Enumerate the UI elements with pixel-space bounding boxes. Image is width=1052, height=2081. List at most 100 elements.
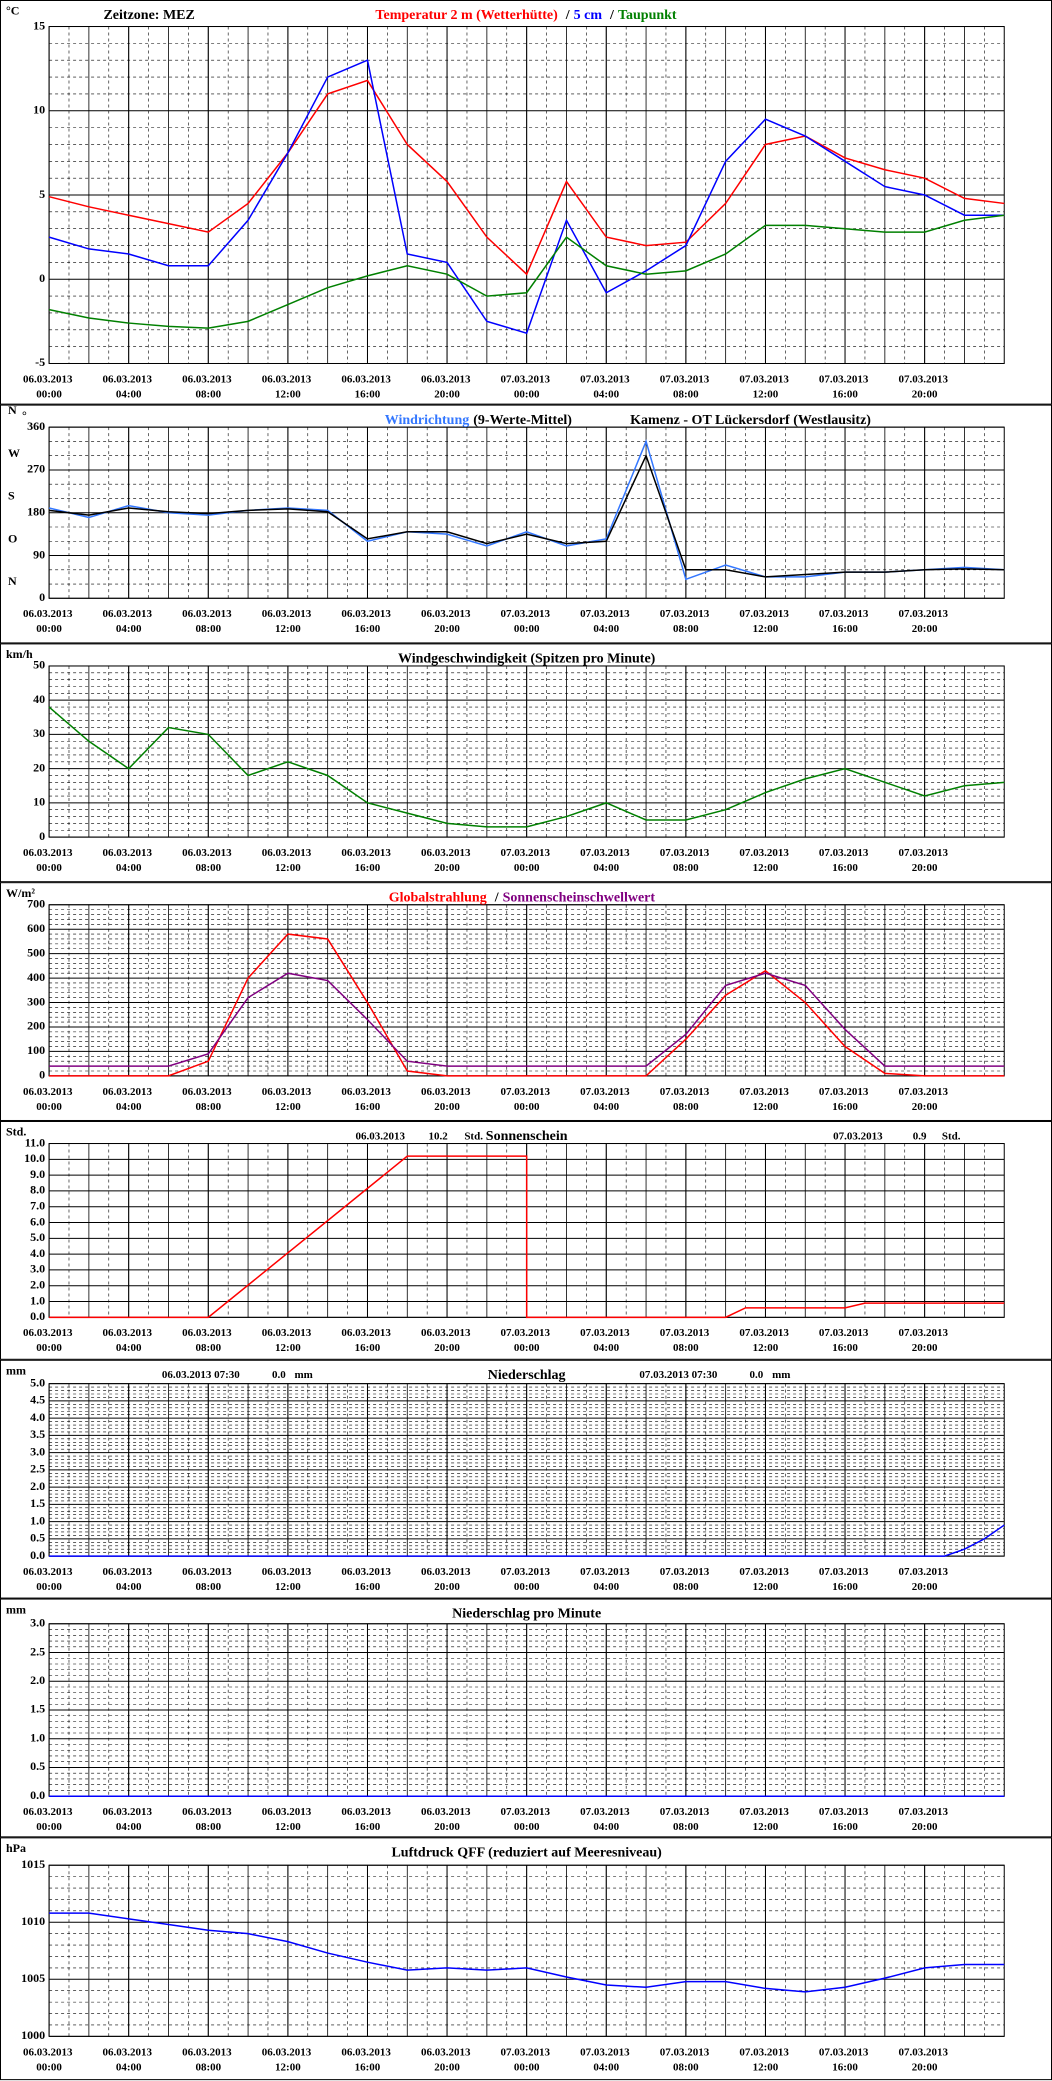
- x-tick-label: 07.03.2013 04:00: [580, 1327, 632, 1354]
- y-tick-label: 500: [27, 945, 45, 959]
- data-line: [49, 972, 1005, 1067]
- y-tick-label: 1.5: [30, 1702, 45, 1716]
- legend-entry: Windrichtung: [385, 413, 470, 428]
- chart-title: Sonnenschein: [486, 1129, 568, 1144]
- x-tick-label: 06.03.2013 12:00: [262, 2046, 314, 2073]
- y-tick-label: 1000: [21, 2028, 45, 2042]
- x-tick-label: 06.03.2013 08:00: [182, 1566, 234, 1593]
- x-tick-label: 06.03.2013 20:00: [421, 608, 473, 635]
- summary-text: 0.0: [272, 1369, 286, 1381]
- y-tick-label: 10.0: [24, 1151, 45, 1165]
- unit-label: Std.: [6, 1125, 26, 1139]
- x-tick-label: 06.03.2013 20:00: [421, 1327, 473, 1354]
- summary-text: mm: [772, 1369, 790, 1381]
- chart-title: Luftdruck QFF (reduziert auf Meeresnivea…: [391, 1845, 662, 1860]
- y-tick-label: 8.0: [30, 1183, 45, 1197]
- summary-text: 0.0: [750, 1369, 764, 1381]
- x-tick-label: 07.03.2013 00:00: [501, 373, 553, 400]
- summary-text: mm: [295, 1369, 313, 1381]
- x-tick-label: 07.03.2013 00:00: [501, 1085, 553, 1112]
- y-tick-label: 0: [39, 829, 45, 843]
- y-tick-label: 0: [39, 271, 45, 285]
- y-tick-label: 5.0: [30, 1230, 45, 1244]
- data-line: [49, 933, 1005, 1077]
- panel-border: [0, 1837, 1052, 2081]
- x-tick-label: 06.03.2013 00:00: [23, 1806, 75, 1833]
- x-tick-label: 06.03.2013 04:00: [103, 1085, 155, 1112]
- y-tick-label: 50: [33, 658, 45, 672]
- y-tick-label: 270: [27, 462, 45, 476]
- x-tick-label: 07.03.2013 04:00: [580, 847, 632, 874]
- x-tick-label: 06.03.2013 00:00: [23, 847, 75, 874]
- x-tick-label: 07.03.2013 08:00: [660, 2046, 712, 2073]
- x-tick-label: 06.03.2013 12:00: [262, 373, 314, 400]
- x-tick-label: 06.03.2013 16:00: [341, 1806, 393, 1833]
- legend-entry: Sonnenscheinschwellwert: [503, 890, 656, 905]
- direction-label: N: [8, 574, 17, 588]
- x-tick-label: 07.03.2013 20:00: [899, 608, 951, 635]
- x-tick-label: 07.03.2013 20:00: [899, 2046, 951, 2073]
- x-tick-label: 07.03.2013 20:00: [899, 373, 951, 400]
- x-tick-label: 07.03.2013 12:00: [739, 1566, 791, 1593]
- y-tick-label: 10: [33, 103, 45, 117]
- unit-label: hPa: [6, 1841, 26, 1855]
- summary-text: 10.2: [428, 1130, 448, 1142]
- x-tick-label: 06.03.2013 16:00: [341, 373, 393, 400]
- x-tick-label: 06.03.2013 08:00: [182, 2046, 234, 2073]
- summary-text: 0.9: [913, 1130, 927, 1142]
- y-tick-label: 3.0: [30, 1262, 45, 1276]
- x-tick-label: 07.03.2013 00:00: [501, 1566, 553, 1593]
- y-tick-label: 700: [27, 896, 45, 910]
- data-line: [48, 79, 1005, 276]
- unit-label: km/h: [6, 647, 33, 661]
- plot-frame: [48, 1864, 1005, 2037]
- x-tick-label: 07.03.2013 20:00: [899, 847, 951, 874]
- y-tick-label: 1010: [21, 1914, 45, 1928]
- x-tick-label: 06.03.2013 12:00: [262, 608, 314, 635]
- x-tick-label: 07.03.2013 04:00: [580, 2046, 632, 2073]
- x-tick-label: 06.03.2013 16:00: [341, 1327, 393, 1354]
- y-tick-label: 2.0: [30, 1277, 45, 1291]
- y-tick-label: 30: [33, 726, 45, 740]
- x-tick-label: 06.03.2013 00:00: [23, 608, 75, 635]
- x-tick-label: 06.03.2013 00:00: [23, 2046, 75, 2073]
- x-tick-label: 07.03.2013 00:00: [501, 1806, 553, 1833]
- y-tick-label: 180: [27, 504, 45, 518]
- y-tick-label: 5.0: [30, 1375, 45, 1389]
- y-tick-label: 0.5: [30, 1531, 45, 1545]
- direction-label: O: [8, 531, 17, 545]
- legend-entry: Temperatur 2 m (Wetterhütte): [375, 8, 558, 23]
- x-tick-label: 07.03.2013 00:00: [501, 608, 553, 635]
- x-tick-label: 06.03.2013 04:00: [103, 2046, 155, 2073]
- x-tick-label: 06.03.2013 08:00: [182, 608, 234, 635]
- y-tick-label: 3.5: [30, 1427, 45, 1441]
- data-line: [48, 59, 1005, 335]
- x-tick-label: 06.03.2013 20:00: [421, 1566, 473, 1593]
- x-tick-label: 07.03.2013 04:00: [580, 373, 632, 400]
- x-tick-label: 06.03.2013 04:00: [103, 1806, 155, 1833]
- y-tick-label: 1.0: [30, 1513, 45, 1527]
- plot-frame: [48, 665, 1005, 838]
- y-tick-label: 1005: [21, 1971, 45, 1985]
- y-tick-label: -5: [35, 355, 45, 369]
- legend-entry: Taupunkt: [618, 8, 677, 23]
- y-tick-label: 2.0: [30, 1479, 45, 1493]
- data-line: [48, 453, 1005, 578]
- x-tick-label: 07.03.2013 16:00: [819, 608, 871, 635]
- panel-border: [0, 1359, 1052, 1599]
- x-tick-label: 06.03.2013 08:00: [182, 847, 234, 874]
- x-tick-label: 07.03.2013 16:00: [819, 1085, 871, 1112]
- legend-entry: Globalstrahlung: [389, 890, 487, 905]
- plot-frame: [48, 26, 1005, 364]
- legend-separator: /: [494, 890, 500, 905]
- x-tick-label: 07.03.2013 16:00: [819, 2046, 871, 2073]
- x-tick-label: 06.03.2013 00:00: [23, 1566, 75, 1593]
- y-tick-label: 90: [33, 547, 45, 561]
- y-tick-label: 9.0: [30, 1167, 45, 1181]
- unit-label: °C: [6, 4, 19, 18]
- x-tick-label: 06.03.2013 20:00: [421, 1806, 473, 1833]
- y-tick-label: 1.0: [30, 1293, 45, 1307]
- summary-text: Std.: [464, 1130, 483, 1142]
- y-tick-label: 0: [39, 1068, 45, 1082]
